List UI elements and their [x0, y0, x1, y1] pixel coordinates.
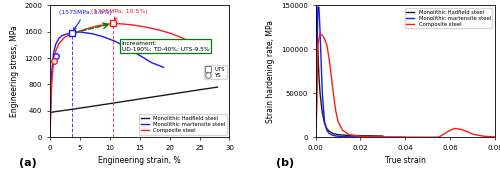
X-axis label: Engineering strain, %: Engineering strain, %: [98, 156, 181, 165]
Text: (1725MPa, 10.5%): (1725MPa, 10.5%): [90, 9, 148, 20]
Y-axis label: Engineering stress, MPa: Engineering stress, MPa: [10, 25, 19, 117]
X-axis label: True strain: True strain: [385, 156, 426, 165]
Text: (a): (a): [20, 158, 37, 168]
Text: (b): (b): [276, 158, 294, 168]
Legend: Monolithic Hadfield steel, Monolithic martensite steel, Composite steel: Monolithic Hadfield steel, Monolithic ma…: [139, 114, 227, 135]
Y-axis label: Strain hardening rate, MPa: Strain hardening rate, MPa: [266, 20, 276, 123]
Text: Increament:
UD-190%; TD-40%; UTS-9.5%: Increament: UD-190%; TD-40%; UTS-9.5%: [122, 41, 210, 52]
Text: (1575MPa, 3.6%): (1575MPa, 3.6%): [59, 10, 112, 30]
Legend: Monolithic Hadfield steel, Monolithic martensite steel, Composite steel: Monolithic Hadfield steel, Monolithic ma…: [405, 8, 492, 28]
